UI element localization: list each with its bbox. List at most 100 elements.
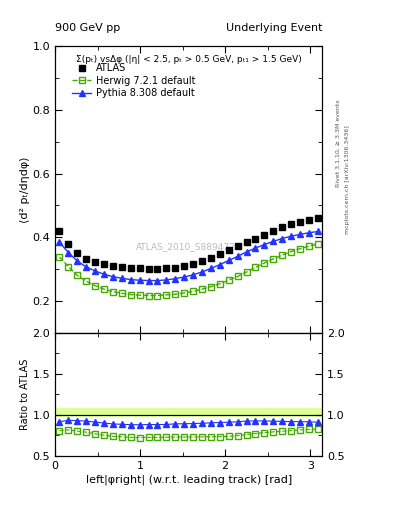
Pythia 8.308 default (235, 253, 240, 260)
Herwig 7.2.1 default (200, 286, 204, 292)
Pythia 8.308 default (102, 271, 107, 278)
Herwig 7.2.1 default (57, 254, 62, 260)
Herwig 7.2.1 default (271, 256, 275, 262)
Herwig 7.2.1 default (191, 288, 195, 294)
Pythia 8.308 default (289, 233, 294, 239)
ATLAS (191, 261, 195, 267)
ATLAS (137, 265, 142, 271)
ATLAS (119, 264, 124, 270)
Herwig 7.2.1 default (226, 277, 231, 283)
Pythia 8.308 default (93, 268, 97, 274)
Text: mcplots.cern.ch [arXiv:1306.3436]: mcplots.cern.ch [arXiv:1306.3436] (345, 125, 350, 233)
Pythia 8.308 default (110, 273, 115, 280)
Herwig 7.2.1 default (129, 291, 133, 297)
Pythia 8.308 default (298, 231, 302, 238)
Pythia 8.308 default (280, 236, 285, 242)
Pythia 8.308 default (129, 276, 133, 283)
Herwig 7.2.1 default (209, 284, 213, 290)
Line: ATLAS: ATLAS (56, 215, 321, 272)
Pythia 8.308 default (262, 242, 267, 248)
Herwig 7.2.1 default (307, 243, 311, 249)
ATLAS (217, 251, 222, 257)
Herwig 7.2.1 default (75, 272, 80, 279)
Herwig 7.2.1 default (316, 241, 320, 247)
Pythia 8.308 default (253, 245, 258, 251)
ATLAS (209, 255, 213, 261)
Herwig 7.2.1 default (235, 273, 240, 280)
Herwig 7.2.1 default (119, 290, 124, 296)
Legend: ATLAS, Herwig 7.2.1 default, Pythia 8.308 default: ATLAS, Herwig 7.2.1 default, Pythia 8.30… (68, 59, 200, 102)
Herwig 7.2.1 default (137, 292, 142, 298)
Herwig 7.2.1 default (110, 289, 115, 295)
Pythia 8.308 default (155, 278, 160, 284)
Herwig 7.2.1 default (155, 292, 160, 298)
ATLAS (57, 228, 62, 234)
Text: 900 GeV pp: 900 GeV pp (55, 23, 120, 33)
Herwig 7.2.1 default (102, 286, 107, 292)
Herwig 7.2.1 default (253, 264, 258, 270)
Herwig 7.2.1 default (280, 252, 285, 258)
Herwig 7.2.1 default (173, 291, 178, 297)
ATLAS (66, 241, 71, 247)
Text: Σ(pₜ) vsΔφ (|η| < 2.5, pₜ > 0.5 GeV, pₜ₁ > 1.5 GeV): Σ(pₜ) vsΔφ (|η| < 2.5, pₜ > 0.5 GeV, pₜ₁… (76, 55, 301, 63)
Pythia 8.308 default (244, 249, 249, 255)
ATLAS (173, 265, 178, 271)
Pythia 8.308 default (84, 264, 88, 270)
Text: ATLAS_2010_S8894728: ATLAS_2010_S8894728 (136, 242, 241, 251)
Herwig 7.2.1 default (93, 283, 97, 289)
ATLAS (307, 217, 311, 223)
Text: Rivet 3.1.10, ≥ 3.3M events: Rivet 3.1.10, ≥ 3.3M events (336, 99, 341, 187)
Pythia 8.308 default (119, 275, 124, 282)
Y-axis label: ⟨d² pₜ/dηdφ⟩: ⟨d² pₜ/dηdφ⟩ (20, 156, 29, 223)
Herwig 7.2.1 default (289, 248, 294, 254)
Herwig 7.2.1 default (244, 269, 249, 275)
ATLAS (289, 221, 294, 227)
Herwig 7.2.1 default (84, 278, 88, 284)
ATLAS (164, 265, 169, 271)
Pythia 8.308 default (307, 230, 311, 236)
Herwig 7.2.1 default (66, 264, 71, 270)
Bar (55, 408, 322, 415)
Herwig 7.2.1 default (182, 290, 187, 296)
Line: Herwig 7.2.1 default: Herwig 7.2.1 default (56, 241, 321, 298)
Pythia 8.308 default (217, 262, 222, 268)
ATLAS (226, 247, 231, 253)
Pythia 8.308 default (146, 278, 151, 284)
ATLAS (84, 255, 88, 262)
ATLAS (93, 259, 97, 265)
ATLAS (182, 263, 187, 269)
ATLAS (298, 219, 302, 225)
ATLAS (262, 231, 267, 238)
Herwig 7.2.1 default (262, 260, 267, 266)
Herwig 7.2.1 default (164, 292, 169, 298)
Pythia 8.308 default (137, 277, 142, 283)
ATLAS (129, 265, 133, 271)
Pythia 8.308 default (182, 274, 187, 280)
ATLAS (244, 239, 249, 245)
ATLAS (200, 258, 204, 264)
Pythia 8.308 default (66, 249, 71, 255)
ATLAS (235, 243, 240, 249)
Pythia 8.308 default (191, 272, 195, 278)
Herwig 7.2.1 default (298, 246, 302, 252)
Pythia 8.308 default (316, 228, 320, 234)
ATLAS (110, 263, 115, 269)
Pythia 8.308 default (271, 238, 275, 244)
Line: Pythia 8.308 default: Pythia 8.308 default (56, 228, 321, 284)
Pythia 8.308 default (57, 239, 62, 245)
Y-axis label: Ratio to ATLAS: Ratio to ATLAS (20, 358, 29, 430)
Herwig 7.2.1 default (146, 292, 151, 298)
ATLAS (271, 228, 275, 234)
Pythia 8.308 default (164, 277, 169, 283)
ATLAS (253, 236, 258, 242)
ATLAS (102, 261, 107, 267)
Text: Underlying Event: Underlying Event (226, 23, 322, 33)
Pythia 8.308 default (75, 258, 80, 264)
ATLAS (316, 215, 320, 221)
Pythia 8.308 default (173, 275, 178, 282)
ATLAS (155, 266, 160, 272)
ATLAS (146, 266, 151, 272)
Pythia 8.308 default (209, 265, 213, 271)
ATLAS (280, 224, 285, 230)
X-axis label: left|φright| (w.r.t. leading track) [rad]: left|φright| (w.r.t. leading track) [rad… (86, 475, 292, 485)
